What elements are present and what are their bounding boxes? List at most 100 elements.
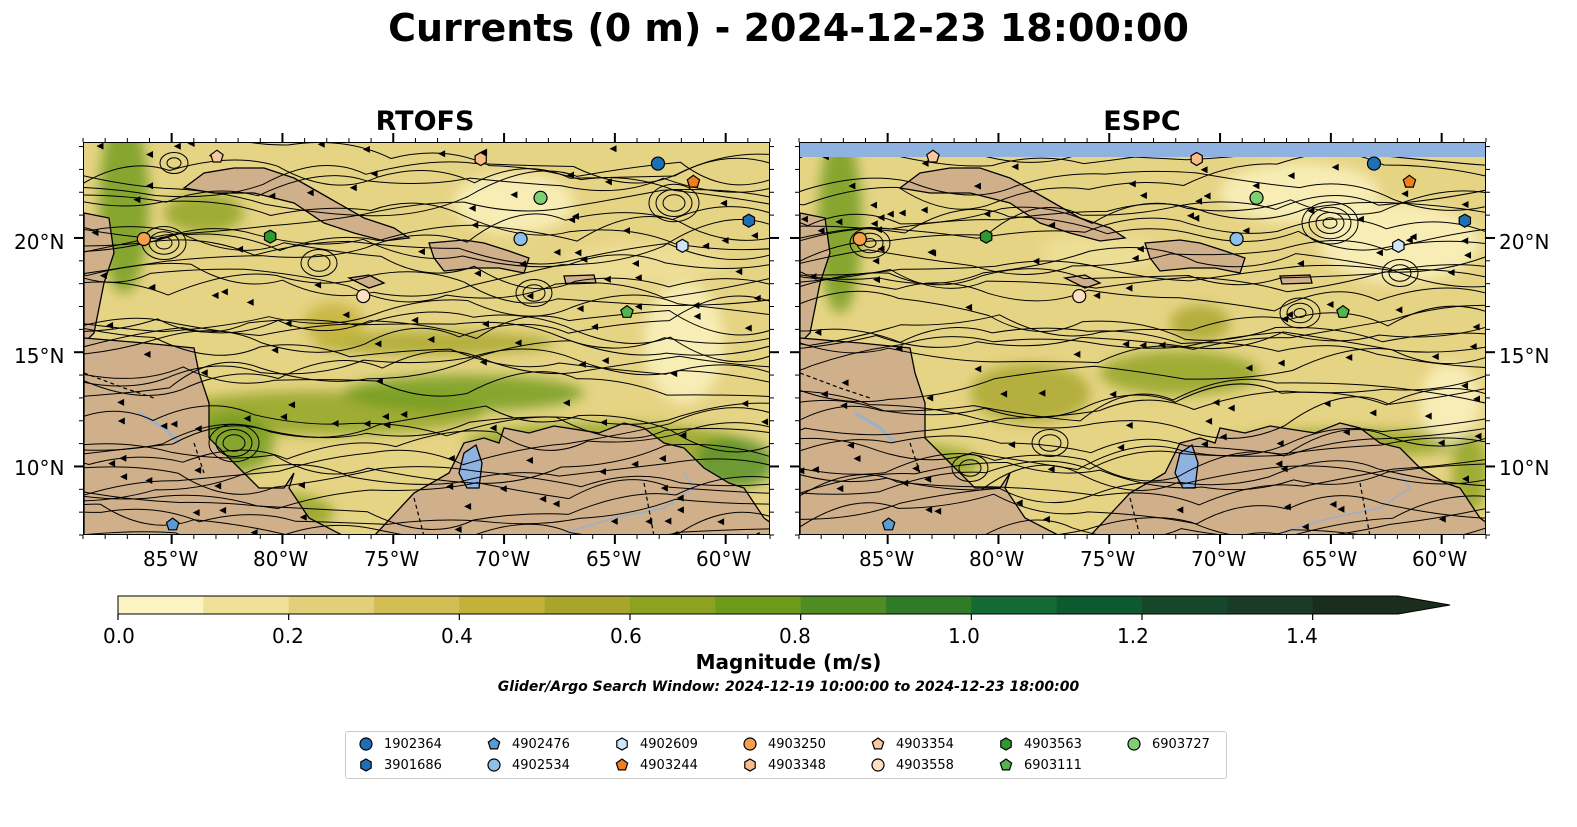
lat-label-10-left: 10°N xyxy=(14,456,65,480)
map-canvas xyxy=(84,143,769,534)
float-marker-1902364 xyxy=(1366,156,1382,171)
float-legend: 1902364 3901686 4902476 4902534 4902609 49032… xyxy=(345,731,1227,779)
lat-label-15-left: 15°N xyxy=(14,344,65,368)
colorbar-segment xyxy=(971,596,1058,614)
legend-marker-icon xyxy=(359,737,373,751)
float-marker-4902534 xyxy=(513,231,528,247)
colorbar-title: Magnitude (m/s) xyxy=(695,650,882,674)
float-marker-6903727 xyxy=(1249,190,1264,205)
colorbar xyxy=(117,595,1451,620)
colorbar-segment xyxy=(630,596,716,614)
legend-item-3901686: 3901686 xyxy=(358,757,442,773)
lon-label-65-left: 65°W xyxy=(586,547,642,571)
legend-label: 4903244 xyxy=(640,757,698,773)
lon-label-75-left: 75°W xyxy=(364,547,420,571)
no-data-strip xyxy=(800,143,1485,157)
cbar-tick-3: 0.6 xyxy=(610,624,642,648)
legend-marker-icon xyxy=(871,758,885,772)
float-marker-4903558 xyxy=(356,288,371,304)
landmasses xyxy=(800,167,1485,534)
country-borders xyxy=(84,372,655,534)
legend-label: 4903558 xyxy=(896,757,954,773)
map-canvas xyxy=(800,143,1485,534)
legend-item-6903111: 6903111 xyxy=(998,757,1082,773)
float-marker-1902364 xyxy=(650,156,666,171)
legend-label: 4903250 xyxy=(768,736,826,752)
legend-label: 3901686 xyxy=(384,757,442,773)
float-marker-6903111 xyxy=(620,304,634,318)
colorbar-segment xyxy=(118,596,204,614)
lon-label-80-left: 80°W xyxy=(253,547,309,571)
colorbar-segment xyxy=(800,596,887,614)
lon-label-65-right: 65°W xyxy=(1302,547,1358,571)
float-marker-3901686 xyxy=(1458,213,1472,228)
rtofs-map xyxy=(83,142,770,535)
lon-label-60-right: 60°W xyxy=(1412,547,1468,571)
central-america-land xyxy=(84,337,342,534)
lake-maracaibo xyxy=(458,443,483,489)
colorbar-segment xyxy=(288,596,375,614)
float-marker-4902476 xyxy=(881,517,896,531)
legend-item-4903558: 4903558 xyxy=(870,757,954,773)
legend-item-4902534: 4902534 xyxy=(486,757,570,773)
orinoco-river xyxy=(563,472,696,534)
lon-label-85-right: 85°W xyxy=(859,547,915,571)
panel-title-espc: ESPC xyxy=(1103,106,1181,137)
float-marker-4902609 xyxy=(1392,238,1405,253)
legend-label: 6903727 xyxy=(1152,736,1210,752)
cbar-tick-4: 0.8 xyxy=(779,624,811,648)
colorbar-segment xyxy=(1056,596,1143,614)
legend-marker-icon xyxy=(871,737,885,750)
orinoco-river xyxy=(1279,472,1412,534)
float-marker-4903558 xyxy=(1072,288,1087,304)
cbar-tick-0: 0.0 xyxy=(103,624,135,648)
legend-item-1902364: 1902364 xyxy=(358,736,442,752)
legend-marker-icon xyxy=(616,737,628,751)
cbar-tick-6: 1.2 xyxy=(1117,624,1149,648)
lat-label-10-right: 10°N xyxy=(1499,456,1550,480)
lon-label-70-left: 70°W xyxy=(475,547,531,571)
legend-item-4903250: 4903250 xyxy=(742,736,826,752)
legend-marker-icon xyxy=(360,758,372,772)
legend-item-4903244: 4903244 xyxy=(614,757,698,773)
colorbar-segment xyxy=(203,596,290,614)
legend-item-4902476: 4902476 xyxy=(486,736,570,752)
puerto-rico-land xyxy=(1279,274,1313,285)
lake-nicaragua xyxy=(854,411,897,445)
legend-label: 4903354 xyxy=(896,736,954,752)
panel-title-rtofs: RTOFS xyxy=(375,106,475,137)
legend-marker-icon xyxy=(615,758,629,771)
hispaniola-land xyxy=(1144,239,1246,274)
figure-title: Currents (0 m) - 2024-12-23 18:00:00 xyxy=(388,6,1189,50)
colorbar-segment xyxy=(374,596,460,614)
legend-marker-icon xyxy=(487,737,501,750)
colorbar-segment xyxy=(886,596,972,614)
cbar-tick-5: 1.0 xyxy=(948,624,980,648)
search-window-caption: Glider/Argo Search Window: 2024-12-19 10… xyxy=(497,679,1080,695)
legend-marker-icon xyxy=(744,758,756,772)
colorbar-segment xyxy=(544,596,631,614)
legend-item-4902609: 4902609 xyxy=(614,736,698,752)
legend-marker-icon xyxy=(1127,737,1141,751)
colorbar-outline xyxy=(117,595,1451,615)
float-marker-4903250 xyxy=(852,231,867,247)
colorbar-segment xyxy=(1312,596,1399,614)
float-marker-4903250 xyxy=(136,231,151,247)
legend-item-6903727: 6903727 xyxy=(1126,736,1210,752)
float-marker-6903111 xyxy=(1336,304,1350,318)
streamlines xyxy=(84,143,769,534)
legend-label: 4903348 xyxy=(768,757,826,773)
legend-marker-icon xyxy=(487,758,501,772)
float-marker-4903563 xyxy=(979,229,993,244)
lon-label-85-left: 85°W xyxy=(143,547,199,571)
colorbar-segment xyxy=(1227,596,1314,614)
float-marker-4902609 xyxy=(676,238,689,253)
legend-label: 4902476 xyxy=(512,736,570,752)
legend-label: 1902364 xyxy=(384,736,442,752)
float-marker-6903727 xyxy=(533,190,548,205)
float-marker-4903244 xyxy=(686,174,701,188)
legend-label: 6903111 xyxy=(1024,757,1082,773)
espc-map xyxy=(799,142,1486,535)
colorbar-segment xyxy=(459,596,546,614)
colorbar-segment xyxy=(1142,596,1228,614)
